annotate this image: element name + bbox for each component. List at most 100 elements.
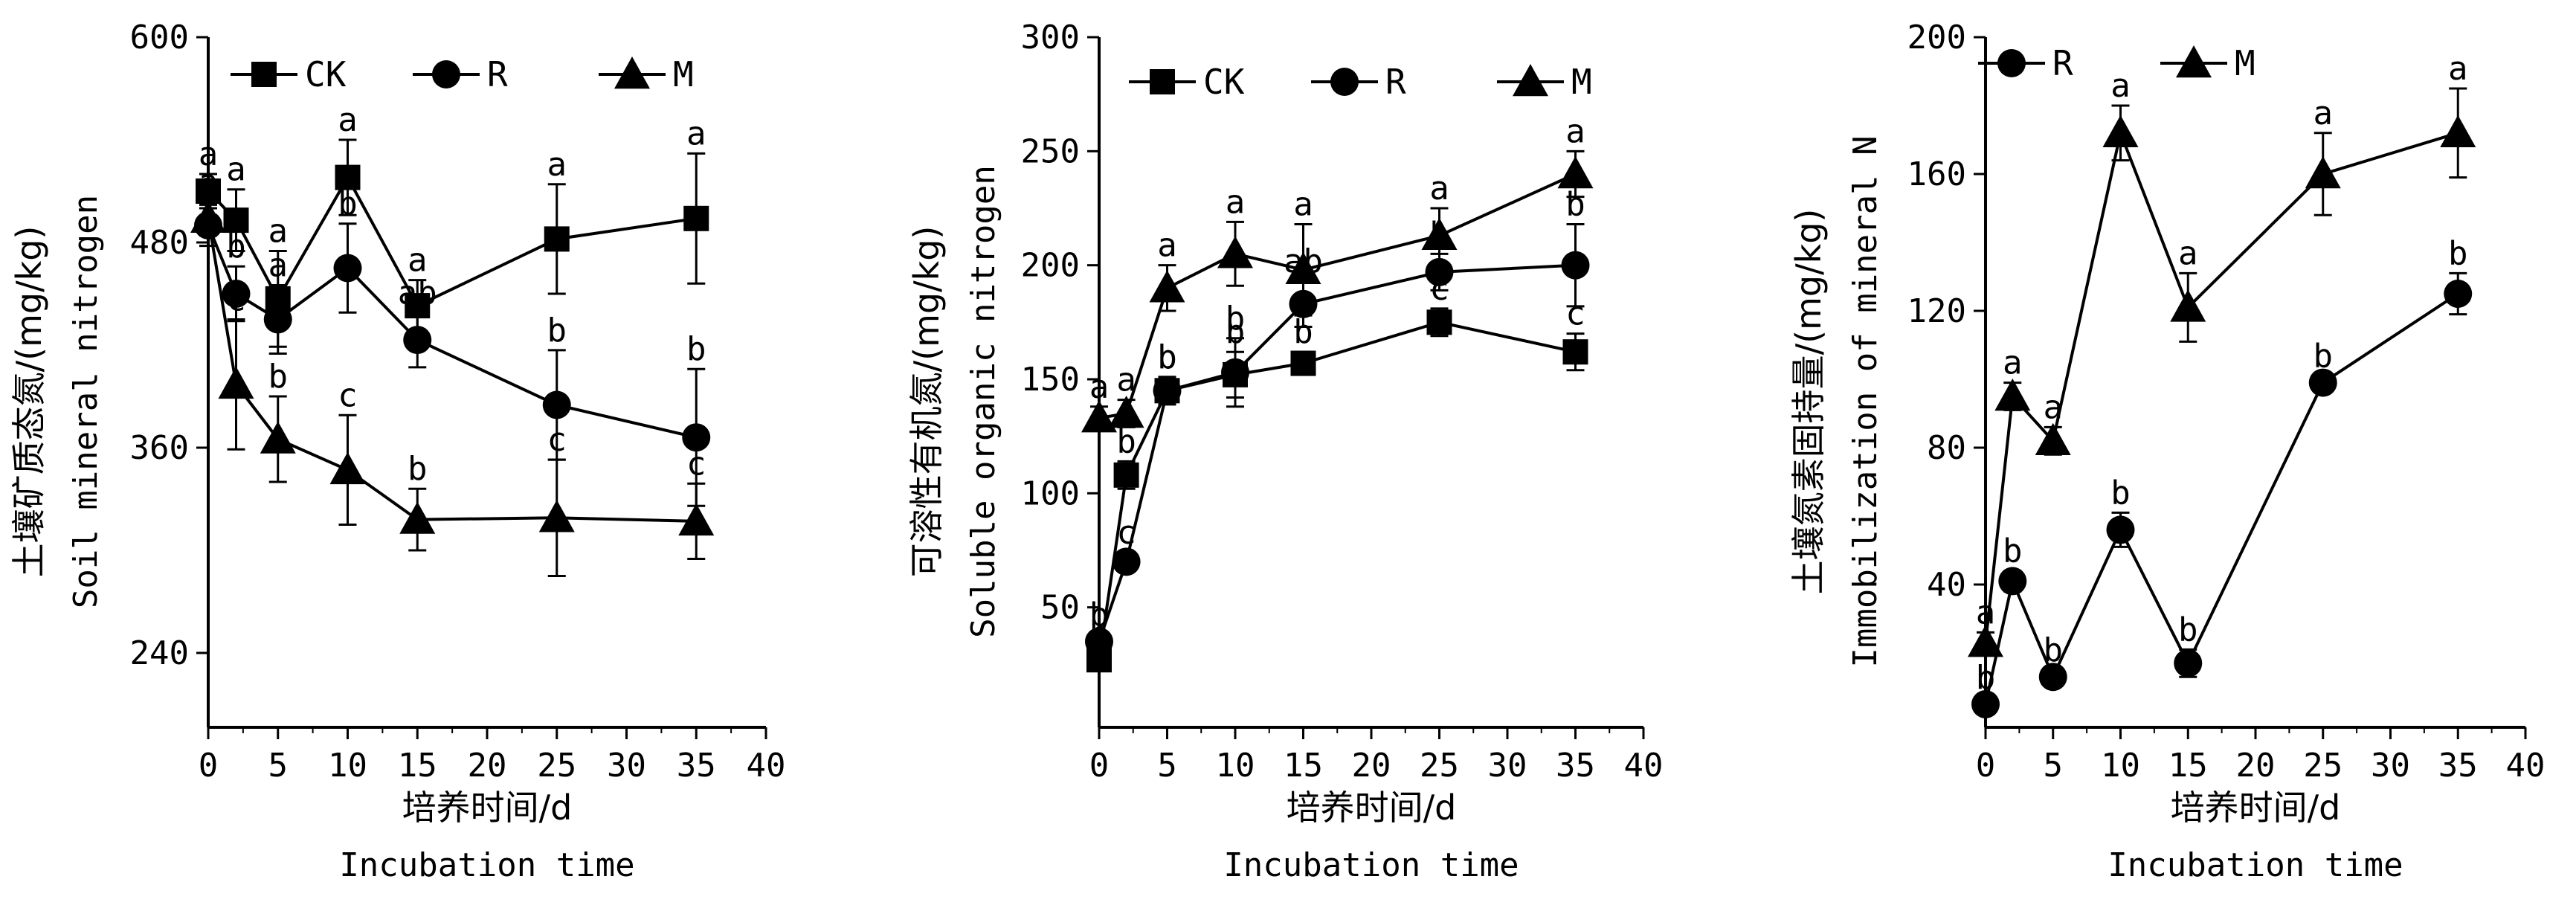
data-point-M — [1149, 270, 1185, 303]
data-point-M — [218, 366, 254, 399]
significance-label: a — [338, 101, 358, 139]
data-point-R — [2444, 280, 2473, 308]
data-point-R — [1153, 376, 1182, 405]
legend-label-CK: CK — [1203, 62, 1245, 102]
data-point-R — [2038, 663, 2067, 692]
y-tick-label: 200 — [1907, 19, 1966, 57]
legend: CK R M — [231, 54, 694, 94]
legend-marker-R — [432, 60, 460, 88]
significance-label: a — [199, 166, 219, 204]
y-tick-label: 250 — [1021, 132, 1080, 170]
data-point-CK — [1113, 462, 1139, 488]
legend-label-M: M — [673, 54, 694, 94]
significance-label: a — [1116, 361, 1136, 399]
significance-label: a — [1565, 112, 1585, 150]
data-point-M — [2305, 156, 2341, 189]
x-tick-label: 30 — [607, 747, 646, 785]
significance-label: c — [1116, 514, 1136, 552]
significance-label: a — [686, 115, 706, 152]
data-point-M — [1217, 236, 1253, 268]
data-point-R — [542, 390, 571, 419]
data-point-M — [1108, 396, 1144, 428]
data-point-R — [1971, 690, 2000, 718]
x-tick-label: 10 — [1216, 747, 1255, 785]
data-point-R — [2174, 648, 2203, 677]
x-tick-label: 10 — [328, 747, 367, 785]
chart-panel-2: 0 5 10 15 20 25 30 35 40 50 100 150 200 250 300 培养时间/d I… — [907, 19, 1663, 884]
data-point-R — [1998, 567, 2027, 596]
x-tick-label: 5 — [1157, 747, 1177, 785]
significance-label: b — [1976, 659, 1996, 697]
y-tick-label: 480 — [130, 224, 189, 262]
legend-label-CK: CK — [305, 54, 347, 94]
data-point-R — [222, 280, 251, 308]
legend-label-M: M — [2235, 43, 2255, 83]
significance-label: a — [2044, 388, 2064, 426]
significance-label: a — [2313, 94, 2334, 132]
x-axis-title-cn: 培养时间/d — [1287, 788, 1457, 828]
data-point-M — [2102, 115, 2139, 147]
y-tick-label: 160 — [1907, 155, 1966, 193]
x-tick-label: 15 — [2168, 747, 2208, 785]
x-axis-title-cn: 培养时间/d — [402, 788, 573, 828]
significance-label: b — [2003, 532, 2023, 570]
significance-label: b — [2448, 234, 2468, 272]
significance-label: ab — [398, 274, 437, 312]
x-tick-label: 35 — [1556, 747, 1595, 785]
significance-label: a — [1226, 183, 1246, 221]
data-point-CK — [1426, 309, 1452, 335]
significance-label: a — [1157, 227, 1177, 265]
significance-label: a — [268, 213, 289, 251]
x-tick-label: 25 — [2303, 747, 2342, 785]
x-tick-label: 20 — [468, 747, 507, 785]
data-point-CK — [196, 178, 221, 204]
x-tick-label: 5 — [268, 747, 289, 785]
series-CK: bbbbbcc — [1086, 270, 1588, 673]
data-point-M — [1421, 217, 1458, 250]
significance-label: b — [1116, 422, 1136, 460]
significance-label: b — [1157, 338, 1177, 376]
y-axis-title-en: Soluble organic nitrogen — [965, 165, 1002, 638]
x-tick-label: 35 — [2438, 747, 2478, 785]
y-tick-label: 40 — [1927, 566, 1966, 604]
data-point-R — [1085, 627, 1113, 656]
significance-label: c — [547, 421, 567, 459]
data-point-M — [2170, 289, 2206, 322]
significance-label: a — [199, 135, 219, 173]
data-point-R — [2308, 368, 2337, 397]
significance-label: a — [1976, 593, 1996, 631]
data-point-M — [1994, 379, 2031, 411]
legend-marker-M — [2176, 45, 2212, 78]
significance-label: a — [199, 163, 219, 201]
x-tick-label: 5 — [2044, 747, 2064, 785]
chart-panel-1: 0 5 10 15 20 25 30 35 40 240 360 480 600 培养时间/d Incuba… — [9, 19, 785, 884]
data-point-M — [538, 500, 575, 532]
data-point-R — [2106, 515, 2135, 544]
data-point-CK — [683, 205, 709, 231]
significance-label: a — [1293, 185, 1313, 223]
data-point-CK — [544, 226, 570, 252]
significance-label: b — [2044, 631, 2064, 669]
significance-label: a — [1089, 368, 1110, 406]
x-tick-label: 20 — [1352, 747, 1391, 785]
y-axis-title-cn: 土壤氮素固持量/(mg/kg) — [1788, 209, 1829, 595]
y-tick-label: 120 — [1907, 292, 1966, 330]
significance-label: b — [226, 228, 246, 265]
significance-label: c — [686, 445, 706, 483]
y-tick-label: 200 — [1021, 247, 1080, 285]
legend-marker-CK — [251, 62, 277, 87]
significance-label: b — [2178, 611, 2198, 648]
x-tick-label: 40 — [747, 747, 786, 785]
x-tick-label: 15 — [1284, 747, 1323, 785]
y-tick-label: 360 — [130, 429, 189, 467]
y-tick-label: 600 — [130, 19, 189, 57]
significance-label: a — [547, 146, 567, 184]
x-axis-title-en: Incubation time — [1223, 846, 1519, 884]
significance-label: b — [338, 185, 358, 223]
x-tick-label: 0 — [1089, 747, 1110, 785]
y-axis-title-en: Immobilization of mineral N — [1846, 135, 1884, 667]
data-point-M — [2035, 422, 2071, 455]
data-point-R — [1561, 251, 1590, 280]
